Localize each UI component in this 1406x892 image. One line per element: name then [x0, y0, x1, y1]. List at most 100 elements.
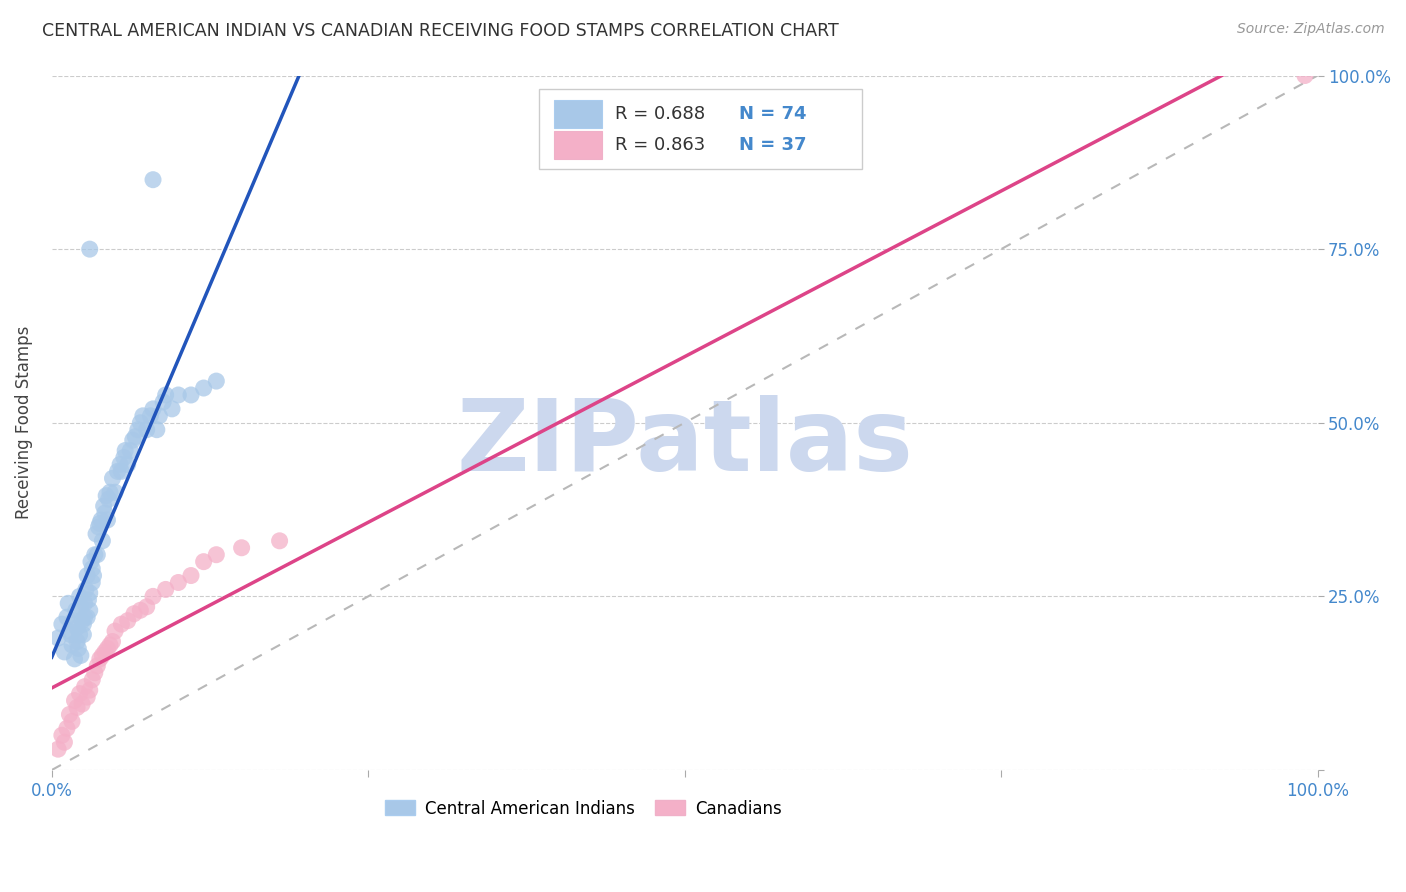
Point	[73, 610, 96, 624]
Point	[58, 596, 80, 610]
Point	[70, 599, 93, 614]
Point	[80, 555, 103, 569]
Point	[82, 673, 104, 687]
Point	[107, 464, 129, 478]
Point	[205, 548, 228, 562]
Point	[98, 485, 121, 500]
Point	[60, 714, 83, 729]
Point	[132, 409, 155, 423]
Point	[72, 627, 94, 641]
Point	[58, 624, 80, 639]
Point	[65, 603, 87, 617]
Point	[91, 648, 114, 663]
Point	[160, 401, 183, 416]
FancyBboxPatch shape	[554, 131, 602, 159]
Point	[73, 680, 96, 694]
Point	[96, 513, 118, 527]
Point	[90, 513, 112, 527]
Text: Source: ZipAtlas.com: Source: ZipAtlas.com	[1237, 22, 1385, 37]
Point	[167, 575, 190, 590]
Point	[122, 607, 145, 621]
Point	[146, 423, 169, 437]
Point	[79, 603, 101, 617]
Point	[56, 610, 79, 624]
Point	[117, 614, 139, 628]
Text: R = 0.863: R = 0.863	[614, 136, 706, 154]
Point	[63, 693, 86, 707]
Point	[89, 652, 111, 666]
Point	[104, 485, 127, 500]
Point	[148, 409, 170, 423]
Point	[108, 458, 131, 472]
Point	[155, 388, 177, 402]
Point	[205, 374, 228, 388]
Point	[129, 416, 152, 430]
Point	[84, 527, 107, 541]
Point	[76, 568, 98, 582]
Point	[66, 700, 89, 714]
FancyBboxPatch shape	[554, 100, 602, 128]
Point	[69, 687, 91, 701]
Point	[94, 506, 117, 520]
Point	[101, 634, 124, 648]
Point	[135, 423, 157, 437]
Point	[75, 582, 97, 597]
Point	[46, 631, 69, 645]
Point	[83, 548, 105, 562]
Point	[96, 489, 118, 503]
Point	[73, 596, 96, 610]
Point	[86, 658, 108, 673]
Point	[112, 450, 135, 465]
Point	[63, 652, 86, 666]
Text: R = 0.688: R = 0.688	[614, 104, 706, 123]
Point	[1294, 69, 1316, 83]
Point	[120, 443, 142, 458]
Point	[180, 388, 202, 402]
Point	[86, 548, 108, 562]
Point	[155, 582, 177, 597]
Point	[124, 430, 146, 444]
Point	[69, 590, 91, 604]
Point	[72, 617, 94, 632]
Point	[98, 638, 121, 652]
Point	[269, 533, 291, 548]
Point	[87, 520, 110, 534]
Point	[110, 464, 132, 478]
Point	[193, 555, 215, 569]
FancyBboxPatch shape	[538, 89, 862, 169]
Y-axis label: Receiving Food Stamps: Receiving Food Stamps	[15, 326, 32, 519]
Legend: Central American Indians, Canadians: Central American Indians, Canadians	[378, 793, 789, 824]
Point	[142, 401, 165, 416]
Point	[60, 638, 83, 652]
Point	[79, 586, 101, 600]
Point	[152, 395, 174, 409]
Point	[83, 568, 105, 582]
Point	[67, 641, 90, 656]
Point	[70, 697, 93, 711]
Point	[70, 614, 93, 628]
Point	[93, 499, 115, 513]
Point	[135, 599, 157, 614]
Point	[83, 665, 105, 680]
Point	[89, 516, 111, 531]
Point	[139, 409, 162, 423]
Point	[117, 458, 139, 472]
Point	[51, 728, 73, 742]
Point	[127, 423, 149, 437]
Point	[142, 172, 165, 186]
Point	[167, 388, 190, 402]
Point	[82, 575, 104, 590]
Text: ZIPatlas: ZIPatlas	[456, 395, 912, 492]
Point	[69, 627, 91, 641]
Point	[76, 610, 98, 624]
Point	[46, 742, 69, 756]
Point	[114, 443, 136, 458]
Point	[101, 471, 124, 485]
Point	[104, 624, 127, 639]
Text: N = 37: N = 37	[740, 136, 807, 154]
Point	[77, 592, 100, 607]
Point	[129, 603, 152, 617]
Point	[79, 683, 101, 698]
Point	[96, 641, 118, 656]
Point	[142, 590, 165, 604]
